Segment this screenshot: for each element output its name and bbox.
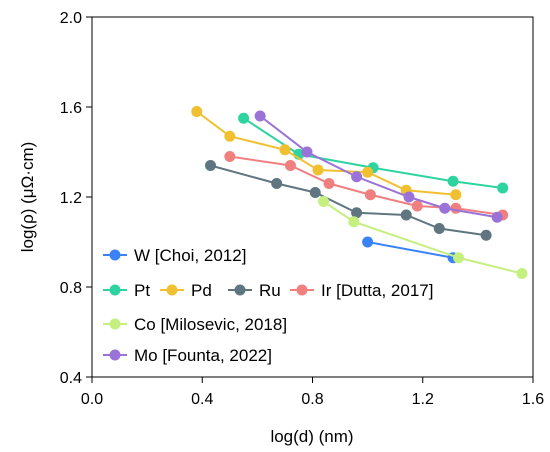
data-point bbox=[271, 178, 283, 189]
legend-label: Pd bbox=[191, 281, 212, 300]
data-point bbox=[453, 252, 465, 264]
legend-label: Mo [Founta, 2022] bbox=[134, 346, 272, 365]
legend-label: Co [Milosevic, 2018] bbox=[134, 315, 287, 334]
x-tick-label: 0.4 bbox=[191, 391, 213, 408]
data-point bbox=[362, 166, 374, 178]
series-6 bbox=[254, 110, 503, 223]
data-point bbox=[364, 189, 376, 201]
data-point bbox=[400, 209, 412, 221]
legend-entry: Pt bbox=[103, 281, 150, 300]
data-point bbox=[254, 110, 266, 122]
data-point bbox=[516, 268, 528, 279]
data-point bbox=[348, 216, 360, 228]
data-point bbox=[279, 144, 291, 156]
data-point bbox=[491, 211, 503, 223]
x-tick-label: 0.0 bbox=[81, 391, 103, 408]
data-point bbox=[224, 151, 236, 162]
series-line bbox=[367, 241, 454, 259]
y-tick-label: 0.4 bbox=[60, 370, 82, 387]
data-point bbox=[312, 164, 324, 176]
data-point bbox=[224, 130, 236, 142]
data-point bbox=[439, 202, 451, 214]
series-2 bbox=[191, 106, 462, 201]
data-point bbox=[411, 200, 423, 212]
data-point bbox=[191, 106, 203, 117]
legend-entry: Pd bbox=[160, 281, 212, 300]
series-line bbox=[259, 115, 498, 219]
data-point bbox=[238, 112, 250, 124]
y-axis-label: log(ρ) (μΩ·cm) bbox=[18, 142, 37, 253]
data-point bbox=[351, 171, 363, 183]
legend-entry: Mo [Founta, 2022] bbox=[103, 346, 272, 365]
data-point bbox=[284, 160, 296, 171]
data-point bbox=[450, 189, 462, 201]
legend-marker bbox=[109, 318, 121, 330]
series-3 bbox=[205, 160, 492, 241]
legend-marker bbox=[109, 349, 121, 361]
series-1 bbox=[238, 112, 509, 194]
legend-marker bbox=[296, 284, 308, 296]
data-point bbox=[351, 207, 363, 219]
data-point bbox=[318, 196, 330, 207]
series-line bbox=[229, 155, 503, 216]
data-point bbox=[433, 223, 445, 234]
y-tick-label: 1.2 bbox=[60, 190, 82, 207]
legend-entry: W [Choi, 2012] bbox=[103, 246, 246, 265]
data-point bbox=[403, 191, 415, 203]
data-point bbox=[480, 229, 492, 241]
x-tick-label: 0.8 bbox=[301, 391, 323, 408]
series-line bbox=[210, 164, 487, 237]
legend-label: Ru bbox=[259, 281, 281, 300]
y-tick-label: 1.6 bbox=[60, 100, 82, 117]
y-tick-label: 2.0 bbox=[60, 10, 82, 27]
series-4 bbox=[224, 151, 509, 221]
legend-label: Pt bbox=[134, 281, 150, 300]
legend-label: W [Choi, 2012] bbox=[134, 246, 246, 265]
data-point bbox=[301, 146, 313, 158]
data-point bbox=[497, 182, 509, 194]
x-tick-label: 1.6 bbox=[522, 391, 544, 408]
legend-marker bbox=[234, 284, 246, 296]
x-tick-label: 1.2 bbox=[412, 391, 434, 408]
legend-label: Ir [Dutta, 2017] bbox=[321, 281, 433, 300]
data-point bbox=[309, 187, 321, 198]
legend-entry: Ru bbox=[228, 281, 281, 300]
legend-entry: Ir [Dutta, 2017] bbox=[290, 281, 433, 300]
legend-marker bbox=[109, 284, 121, 296]
legend-marker bbox=[166, 284, 178, 296]
legend-entry: Co [Milosevic, 2018] bbox=[103, 315, 287, 334]
data-point bbox=[362, 236, 374, 248]
series-5 bbox=[318, 196, 528, 279]
legend-marker bbox=[109, 249, 121, 261]
data-point bbox=[450, 202, 462, 214]
data-point bbox=[205, 160, 217, 171]
data-point bbox=[323, 178, 335, 189]
y-tick-label: 0.8 bbox=[60, 280, 82, 297]
series-line bbox=[322, 200, 523, 275]
data-point bbox=[447, 175, 459, 187]
x-axis-label: log(d) (nm) bbox=[270, 427, 353, 446]
